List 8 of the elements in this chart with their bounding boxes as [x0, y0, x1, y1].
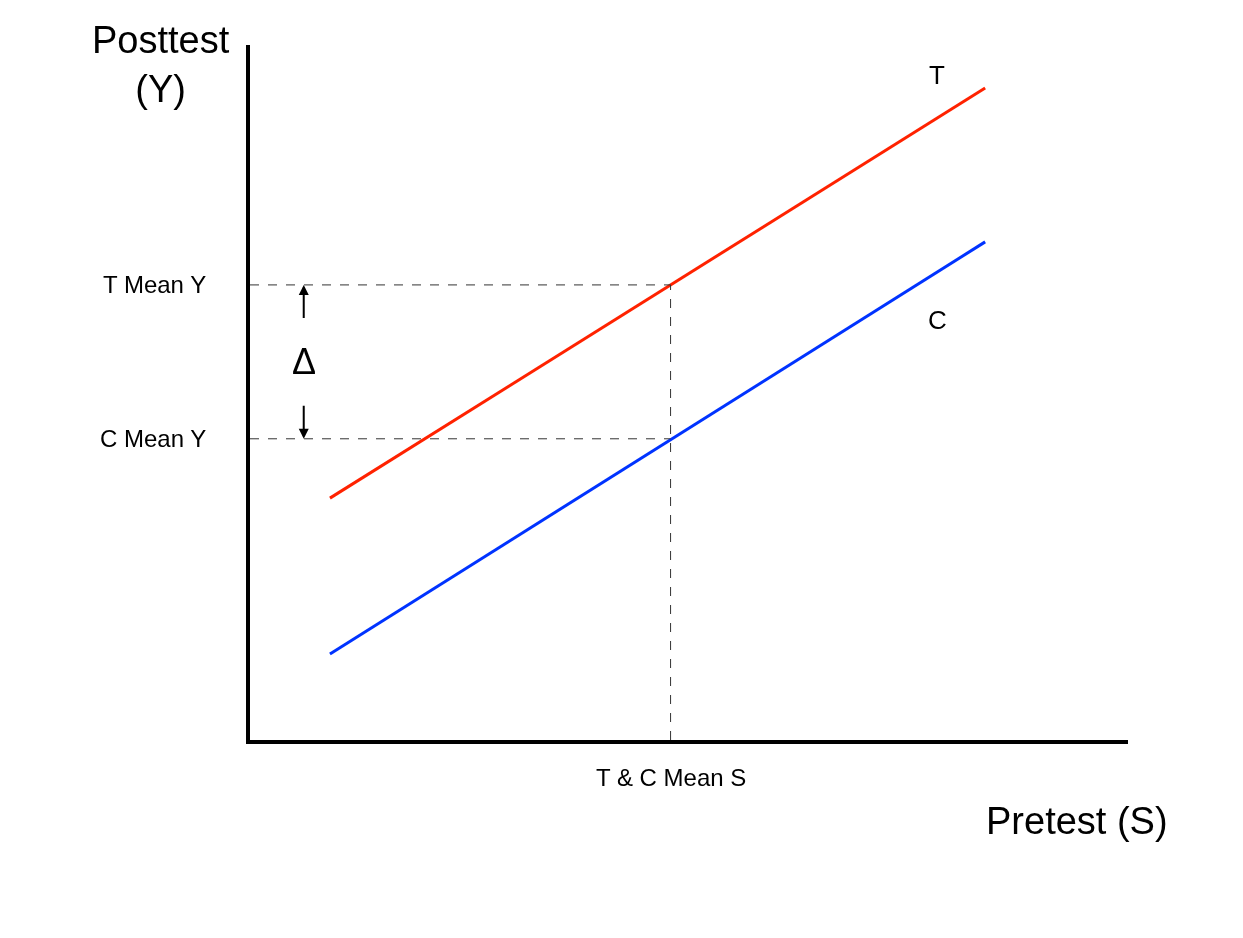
ref-line-label: C Mean Y	[100, 425, 207, 452]
x-axis-title: Pretest (S)	[986, 800, 1168, 842]
ref-line-label: T Mean Y	[103, 271, 207, 298]
y-axis-title: Posttest (Y)	[92, 19, 230, 111]
text: T & C Mean S	[596, 764, 747, 791]
annotation: Δ	[292, 341, 317, 382]
series-label: T	[929, 60, 945, 90]
series-label: C	[928, 305, 947, 335]
